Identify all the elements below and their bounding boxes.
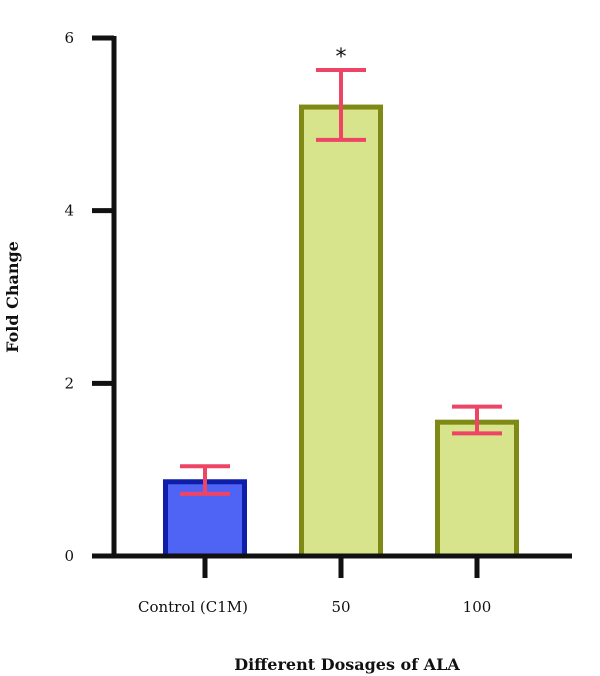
x-tick-label-0: Control (C1M): [138, 598, 248, 616]
bar-2: [435, 419, 519, 559]
x-tick-label-2: 100: [463, 598, 492, 616]
bar-1: [299, 104, 383, 559]
y-tick-label-1: 2: [64, 374, 74, 392]
x-axis-title: Different Dosages of ALA: [234, 655, 460, 674]
significance-mark-1: *: [336, 45, 347, 70]
y-tick-label-3: 6: [64, 29, 74, 47]
x-tick-label-1: 50: [331, 598, 350, 616]
y-tick-label-0: 0: [64, 547, 74, 565]
y-axis-title: Fold Change: [3, 241, 22, 353]
y-tick-label-2: 4: [64, 202, 74, 220]
